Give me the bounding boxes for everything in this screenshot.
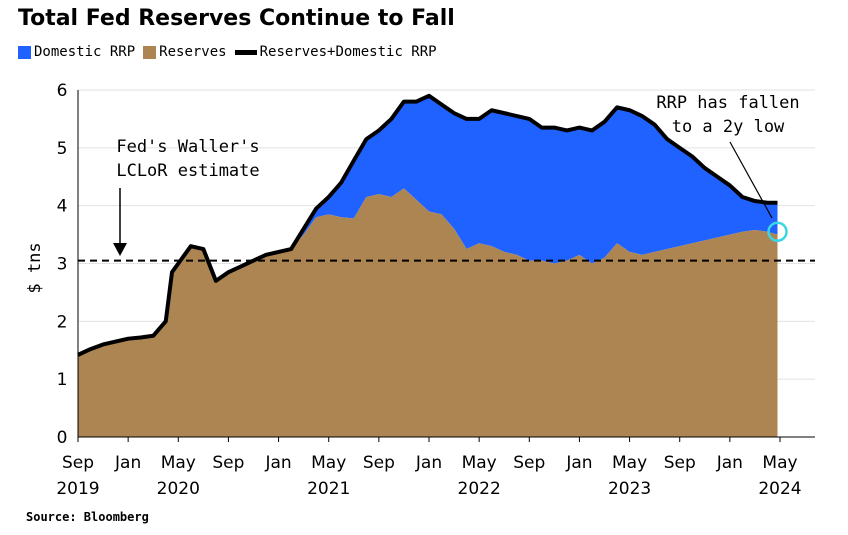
- legend-item-total: Reserves+Domestic RRP: [234, 44, 437, 60]
- legend-label-total: Reserves+Domestic RRP: [259, 44, 437, 60]
- annotation-waller-line1: Fed's Waller's: [116, 137, 259, 157]
- legend-label-domestic-rrp: Domestic RRP: [34, 44, 136, 60]
- axes: 0 1 2 3 4 5 6 Sep Jan May Sep Jan May Sep Jan May Sep Jan…: [56, 81, 815, 499]
- annotation-pointer-rrp: [729, 141, 773, 219]
- x-tick-label-7: Jan: [415, 453, 442, 473]
- y-tick-label-5: 5: [57, 139, 68, 159]
- x-tick-label-3: Sep: [212, 453, 244, 473]
- chart-areas: [77, 93, 778, 437]
- x-tick-label-4: Jan: [264, 453, 291, 473]
- x-year-label-2: 2021: [307, 479, 350, 499]
- annotations: Fed's Waller's LCLoR estimate RRP has fa…: [113, 93, 800, 256]
- x-year-label-5: 2024: [758, 479, 801, 499]
- y-tick-label-6: 6: [57, 81, 68, 101]
- legend-label-reserves: Reserves: [159, 44, 227, 60]
- x-tick-label-14: May: [762, 453, 797, 473]
- y-tick-label-2: 2: [57, 312, 68, 332]
- area-reserves: [78, 188, 778, 437]
- legend-swatch-domestic-rrp: [18, 45, 31, 59]
- highlight-circle-latest: [767, 221, 788, 242]
- y-tick-label-3: 3: [57, 255, 68, 275]
- annotation-rrp-line2: to a 2y low: [672, 117, 785, 137]
- legend-item-reserves: Reserves: [143, 44, 227, 60]
- x-tick-label-0: Sep: [62, 453, 94, 473]
- line-reserves-plus-rrp: [77, 93, 778, 357]
- area-domestic-rrp: [78, 95, 778, 355]
- x-tick-label-11: May: [612, 453, 647, 473]
- x-tick-label-12: Sep: [664, 453, 696, 473]
- source-note: Source: Bloomberg: [26, 510, 149, 524]
- x-tick-label-13: Jan: [716, 453, 743, 473]
- y-tick-label-1: 1: [57, 370, 68, 390]
- y-tick-label-4: 4: [57, 197, 68, 217]
- x-tick-label-6: Sep: [363, 453, 395, 473]
- chart-title: Total Fed Reserves Continue to Fall: [18, 6, 455, 31]
- legend-item-domestic-rrp: Domestic RRP: [18, 44, 135, 60]
- x-year-label-4: 2023: [608, 479, 651, 499]
- x-tick-label-8: May: [462, 453, 497, 473]
- annotation-arrowhead-waller: [113, 243, 127, 256]
- x-tick-label-10: Jan: [565, 453, 592, 473]
- x-year-label-3: 2022: [458, 479, 501, 499]
- y-axis-label: $ tns: [25, 242, 45, 293]
- annotation-rrp-line1: RRP has fallen: [656, 93, 799, 113]
- legend-swatch-total: [234, 49, 257, 55]
- x-tick-label-9: Sep: [513, 453, 545, 473]
- annotation-waller-line2: LCLoR estimate: [116, 161, 259, 181]
- x-tick-label-5: May: [311, 453, 346, 473]
- x-tick-label-2: May: [161, 453, 196, 473]
- y-tick-label-0: 0: [57, 428, 68, 448]
- x-year-label-1: 2020: [157, 479, 200, 499]
- legend: Domestic RRP Reserves Reserves+Domestic …: [18, 44, 445, 60]
- x-tick-label-1: Jan: [114, 453, 141, 473]
- x-year-label-0: 2019: [56, 479, 99, 499]
- legend-swatch-reserves: [143, 45, 157, 59]
